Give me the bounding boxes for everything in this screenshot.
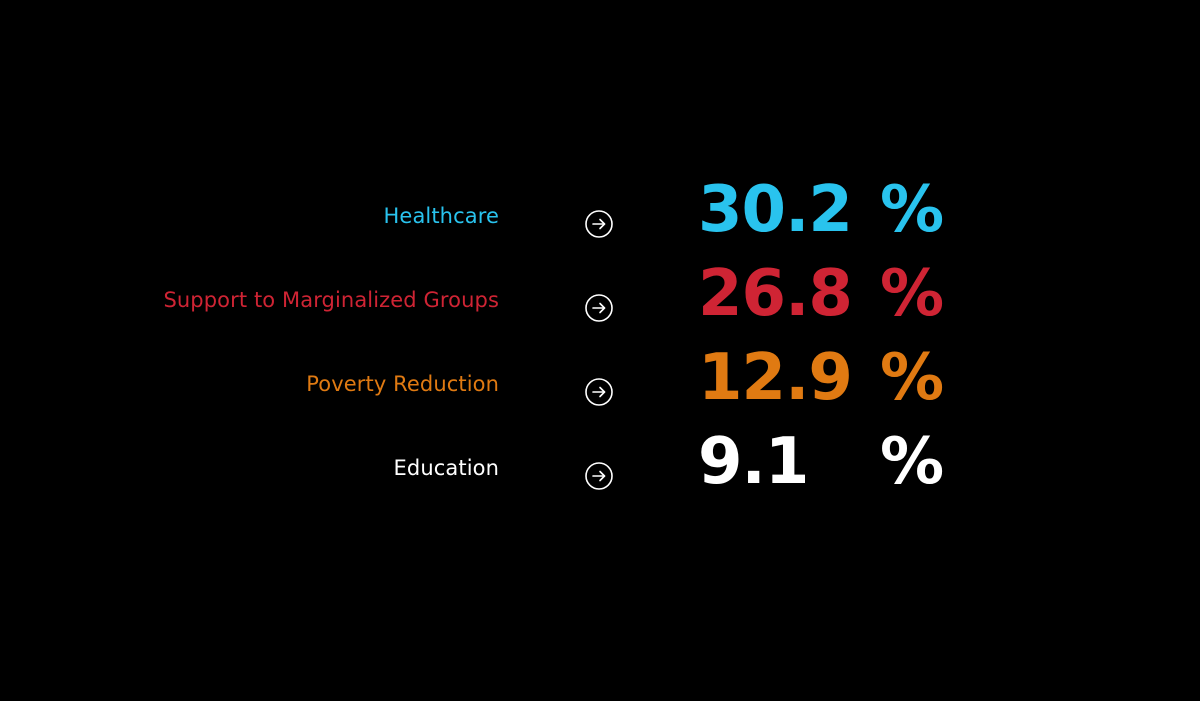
stat-row-poverty-reduction: Poverty Reduction 12.9 % — [0, 336, 1200, 420]
arrow-right-circle-icon[interactable] — [585, 294, 613, 322]
stat-row-education: Education 9.1 % — [0, 420, 1200, 504]
stat-value: 12.9 — [698, 341, 853, 415]
arrow-right-circle-icon[interactable] — [585, 462, 613, 490]
stat-unit: % — [880, 425, 945, 499]
stat-label: Education — [393, 456, 499, 480]
stat-row-marginalized-groups: Support to Marginalized Groups 26.8 % — [0, 252, 1200, 336]
arrow-right-circle-icon[interactable] — [585, 378, 613, 406]
stat-value: 9.1 — [698, 425, 809, 499]
stat-label: Poverty Reduction — [306, 372, 499, 396]
stat-value: 30.2 — [698, 173, 853, 247]
stat-label: Healthcare — [383, 204, 499, 228]
stat-unit: % — [880, 341, 945, 415]
stats-list: Healthcare 30.2 % Support to Marginalize… — [0, 168, 1200, 504]
stat-unit: % — [880, 173, 945, 247]
stat-value: 26.8 — [698, 257, 853, 331]
arrow-right-circle-icon[interactable] — [585, 210, 613, 238]
stat-label: Support to Marginalized Groups — [163, 288, 499, 312]
stat-unit: % — [880, 257, 945, 331]
stat-row-healthcare: Healthcare 30.2 % — [0, 168, 1200, 252]
